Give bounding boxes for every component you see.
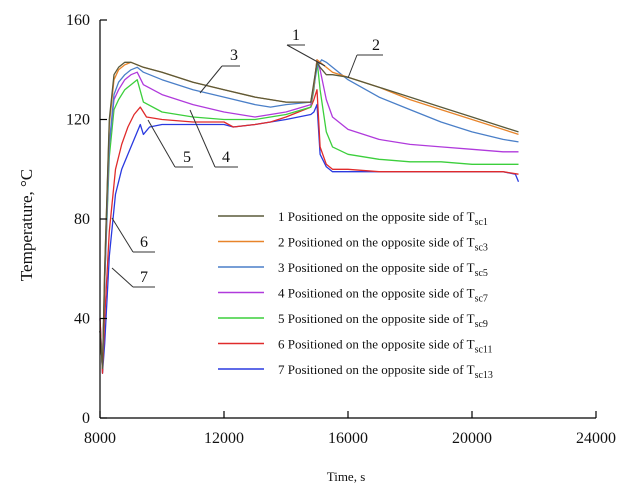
callout-leader	[111, 267, 134, 288]
legend-label-6: 6 Positioned on the opposite side of Tsc…	[278, 337, 493, 356]
callout-leader	[199, 65, 223, 94]
x-axis-title: Time, s	[327, 469, 366, 484]
legend-label-5: 5 Positioned on the opposite side of Tsc…	[278, 311, 488, 330]
legend-label-3: 3 Positioned on the opposite side of Tsc…	[278, 260, 488, 279]
legend: 1 Positioned on the opposite side of Tsc…	[218, 209, 493, 381]
series-line-1	[99, 61, 519, 369]
x-tick-label: 24000	[576, 430, 616, 447]
y-axis-title: Temperature, °C	[17, 169, 36, 281]
callout-leader	[111, 217, 134, 253]
series-line-3	[99, 59, 519, 369]
legend-label-4: 4 Positioned on the opposite side of Tsc…	[278, 286, 488, 305]
callout-label-2: 2	[372, 37, 380, 54]
x-tick-label: 8000	[84, 430, 116, 447]
legend-label-7: 7 Positioned on the opposite side of Tsc…	[278, 362, 493, 381]
series-callouts: 1 2 3 4 5 6 7	[111, 27, 383, 288]
x-tick-label: 12000	[204, 430, 244, 447]
callout-leader	[147, 119, 176, 168]
axes: 0 40 80 120 160 8000 12000 16000 20000 24000	[66, 12, 616, 447]
callout-leader	[189, 109, 216, 168]
callout-label-7: 7	[140, 269, 148, 286]
series-line-5	[99, 59, 519, 369]
series-lines	[99, 59, 520, 374]
callout-leader	[347, 54, 358, 79]
y-tick-label: 120	[66, 112, 90, 129]
callout-label-3: 3	[230, 47, 238, 64]
callout-label-6: 6	[140, 234, 148, 251]
legend-label-1: 1 Positioned on the opposite side of Tsc…	[278, 209, 488, 228]
callout-leader	[286, 44, 326, 67]
callout-label-4: 4	[222, 149, 230, 166]
y-tick-label: 40	[74, 311, 90, 328]
callout-label-1: 1	[292, 27, 300, 44]
legend-label-2: 2 Positioned on the opposite side of Tsc…	[278, 235, 488, 254]
y-tick-label: 160	[66, 12, 90, 29]
x-tick-label: 20000	[452, 430, 492, 447]
x-tick-label: 16000	[328, 430, 368, 447]
series-line-6	[99, 89, 519, 374]
y-tick-label: 0	[82, 410, 90, 427]
callout-label-5: 5	[183, 149, 191, 166]
y-tick-label: 80	[74, 211, 90, 228]
series-line-4	[99, 59, 519, 369]
